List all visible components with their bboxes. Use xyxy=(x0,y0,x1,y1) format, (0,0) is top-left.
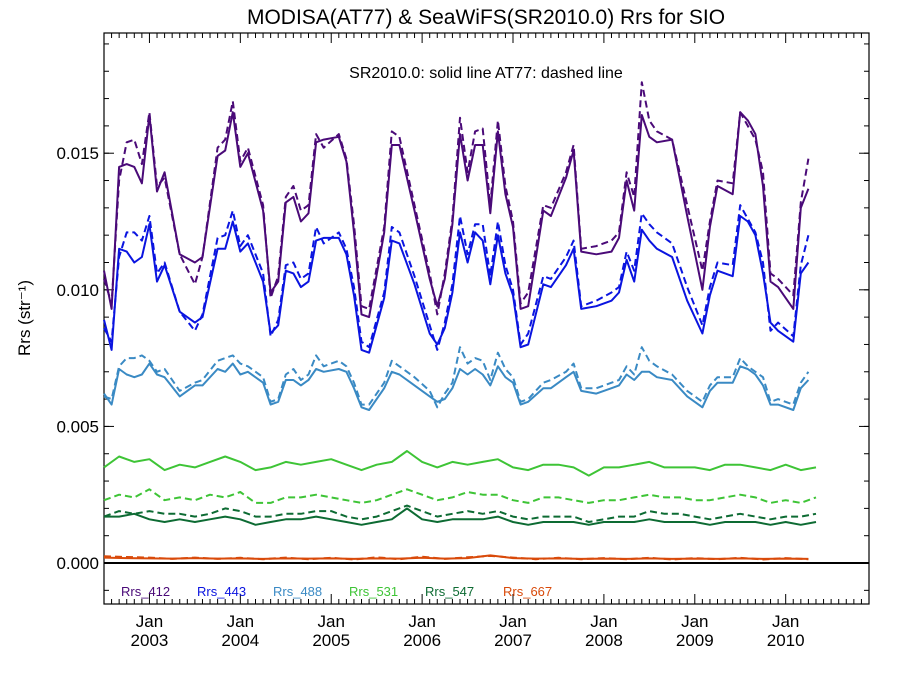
series-line-rrs-531-solid xyxy=(103,450,817,477)
x-tick-month-label: Jan xyxy=(408,612,435,631)
series-line-rrs-667-solid xyxy=(103,554,809,560)
x-tick-month-label: Jan xyxy=(772,612,799,631)
legend-label-rrs-547: Rrs_547 xyxy=(425,584,474,599)
x-axis: Jan2003Jan2004Jan2005Jan2006Jan2007Jan20… xyxy=(103,33,870,650)
x-tick-year-label: 2009 xyxy=(676,631,714,650)
x-tick-year-label: 2003 xyxy=(131,631,169,650)
x-tick-month-label: Jan xyxy=(590,612,617,631)
x-tick-month-label: Jan xyxy=(227,612,254,631)
y-axis: 0.000 0.005 0.010 0.015 xyxy=(56,43,869,591)
series-line-rrs-412-solid xyxy=(103,111,810,319)
legend: Rrs_412 Rrs_443 Rrs_488 Rrs_531 Rrs_547 Rrs_6… xyxy=(121,584,552,599)
series-line-rrs-488-dashed xyxy=(103,346,810,409)
series-line-rrs-488-solid xyxy=(103,362,810,411)
x-tick-year-label: 2006 xyxy=(403,631,441,650)
x-tick-month-label: Jan xyxy=(499,612,526,631)
chart-title: MODISA(AT77) & SeaWiFS(SR2010.0) Rrs for… xyxy=(247,6,725,29)
y-tick-label: 0.010 xyxy=(56,281,99,300)
y-tick-label: 0.015 xyxy=(56,144,99,163)
x-tick-year-label: 2008 xyxy=(585,631,623,650)
series-line-rrs-443-solid xyxy=(103,215,810,354)
series-line-rrs-443-dashed xyxy=(103,204,810,351)
x-tick-year-label: 2007 xyxy=(494,631,532,650)
plot-frame xyxy=(103,32,870,605)
y-tick-label: 0.000 xyxy=(56,554,99,573)
legend-label-rrs-531: Rrs_531 xyxy=(349,584,398,599)
x-tick-month-label: Jan xyxy=(681,612,708,631)
series-line-rrs-547-dashed xyxy=(103,504,817,523)
x-tick-year-label: 2005 xyxy=(312,631,350,650)
legend-label-rrs-488: Rrs_488 xyxy=(273,584,322,599)
y-axis-label: Rrs (str⁻¹) xyxy=(15,280,34,356)
series-layer xyxy=(103,81,817,561)
legend-label-rrs-412: Rrs_412 xyxy=(121,584,170,599)
y-tick-label: 0.005 xyxy=(56,417,99,436)
x-tick-year-label: 2010 xyxy=(767,631,805,650)
legend-label-rrs-667: Rrs_667 xyxy=(503,584,552,599)
series-line-rrs-531-dashed xyxy=(103,488,817,504)
x-tick-month-label: Jan xyxy=(318,612,345,631)
legend-label-rrs-443: Rrs_443 xyxy=(197,584,246,599)
line-style-note: SR2010.0: solid line AT77: dashed line xyxy=(349,65,623,82)
series-line-rrs-547-solid xyxy=(104,507,817,526)
x-tick-year-label: 2004 xyxy=(221,631,259,650)
x-tick-month-label: Jan xyxy=(136,612,163,631)
